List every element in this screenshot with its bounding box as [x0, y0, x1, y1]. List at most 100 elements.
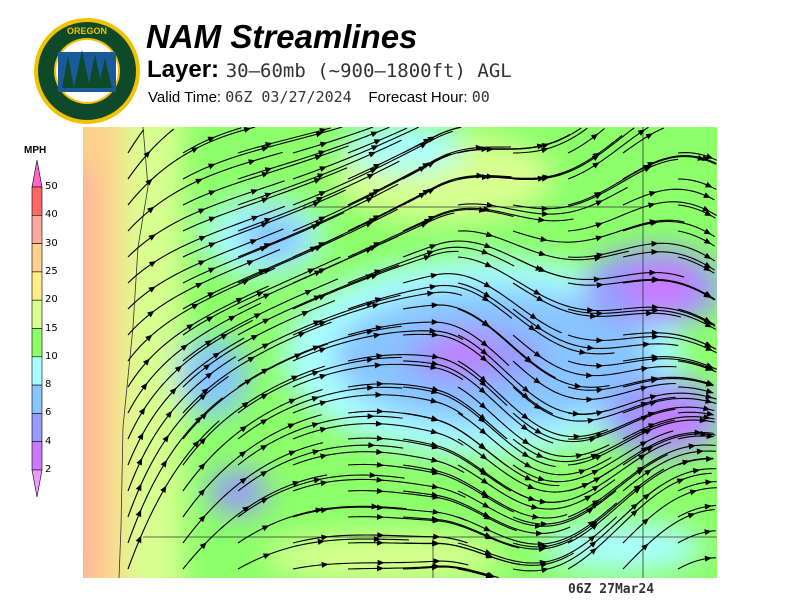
streamline-arrow [194, 416, 202, 424]
colorbar-bin [31, 328, 43, 358]
streamline-arrow [140, 382, 148, 391]
streamline-arrow [705, 388, 714, 394]
streamline-arrow [264, 217, 272, 224]
streamline-arrow [375, 325, 384, 332]
streamline-arrow [207, 136, 216, 143]
streamline-arrow [588, 535, 596, 542]
streamline-arrow [589, 547, 598, 555]
streamline-arrow [522, 385, 530, 393]
streamline [237, 127, 390, 180]
streamline-arrow [292, 481, 300, 487]
streamline-arrow [288, 450, 297, 457]
colorbar-bin [31, 413, 43, 442]
streamline-arrow [478, 415, 486, 423]
colorbar-tick-label: 6 [45, 407, 52, 419]
streamline-arrow [319, 141, 328, 148]
colorbar-bin [31, 243, 43, 273]
streamline-arrow [370, 131, 379, 138]
streamline [622, 155, 717, 180]
streamline-arrow [533, 350, 542, 358]
streamline-arrow [247, 356, 256, 363]
streamline [237, 127, 331, 154]
streamline-arrow [198, 235, 207, 242]
streamline-arrow [249, 239, 258, 245]
streamline-arrow [201, 387, 209, 395]
streamline-arrow [207, 267, 216, 274]
streamline-arrow [319, 166, 327, 172]
streamline-arrow [484, 549, 493, 555]
streamline-arrow [703, 192, 711, 199]
streamline-arrow [704, 321, 713, 328]
streamline-arrow [228, 315, 236, 322]
streamline-arrow [596, 337, 604, 344]
streamline-arrow [479, 453, 488, 460]
streamline-arrow [428, 215, 436, 222]
streamline-arrow [639, 441, 648, 448]
streamline-arrow [197, 208, 206, 215]
streamline [512, 127, 588, 154]
forecast-hour-value: 00 [471, 88, 490, 106]
streamline-arrow [368, 442, 376, 449]
streamline-arrow [531, 503, 539, 510]
streamline-arrow [318, 216, 326, 223]
streamline-arrow [590, 133, 599, 141]
streamline-arrow [533, 377, 541, 384]
streamline-arrow [696, 448, 704, 455]
streamline-arrow [376, 476, 384, 483]
streamline [402, 566, 494, 578]
streamline-arrow [430, 466, 439, 473]
streamline-arrow [148, 234, 156, 241]
streamline-arrow [595, 222, 603, 229]
streamline-arrow [376, 408, 384, 415]
streamline-arrow [297, 332, 306, 338]
streamline-arrow [592, 162, 600, 169]
streamline [567, 334, 717, 354]
streamline-arrow [186, 323, 194, 331]
streamline-arrow [160, 459, 167, 468]
streamline [567, 406, 715, 440]
colorbar [31, 159, 43, 498]
streamline-arrow [319, 127, 327, 134]
streamline [567, 278, 716, 301]
streamline-arrow [641, 518, 650, 526]
streamline-arrow [527, 483, 535, 490]
streamline-arrow [262, 553, 271, 560]
streamline-arrow [534, 427, 543, 434]
streamline-arrow [478, 386, 486, 394]
streamline-arrow [521, 392, 530, 400]
streamline [622, 416, 715, 440]
colorbar-tick-label: 20 [45, 294, 58, 306]
streamline-arrow [524, 461, 532, 468]
streamline-arrow [318, 321, 327, 327]
streamline-arrow [540, 236, 548, 243]
streamline-arrow [195, 178, 203, 185]
streamline-arrow [593, 276, 601, 283]
streamline [347, 565, 499, 578]
streamline-arrow [422, 162, 430, 169]
streamline-arrow [596, 387, 604, 394]
streamline-arrow [199, 393, 207, 401]
streamline-arrow [135, 509, 142, 518]
streamline [622, 306, 716, 327]
streamline-arrow [705, 380, 714, 387]
streamline-arrow [431, 331, 439, 338]
streamline-arrow [541, 175, 549, 182]
streamline-arrow [174, 365, 183, 373]
streamline-arrow [135, 483, 142, 492]
streamline-arrow [649, 400, 658, 407]
streamline [622, 433, 716, 466]
streamline [622, 127, 665, 154]
streamline-arrow [319, 373, 327, 380]
streamline-arrow [541, 543, 549, 550]
streamline-arrow [320, 453, 328, 460]
streamline-arrow [145, 178, 153, 186]
streamline-arrow [480, 354, 488, 362]
streamline-arrow [288, 398, 297, 405]
colorbar-tick-label: 4 [45, 435, 52, 447]
streamline-arrow [212, 352, 221, 359]
streamline-arrow [198, 488, 206, 496]
streamline-arrow [591, 154, 600, 161]
valid-time-info: Valid Time: 06Z 03/27/2024 Forecast Hour… [148, 88, 490, 106]
streamline-arrow [318, 268, 326, 274]
colorbar-bin [31, 186, 43, 216]
